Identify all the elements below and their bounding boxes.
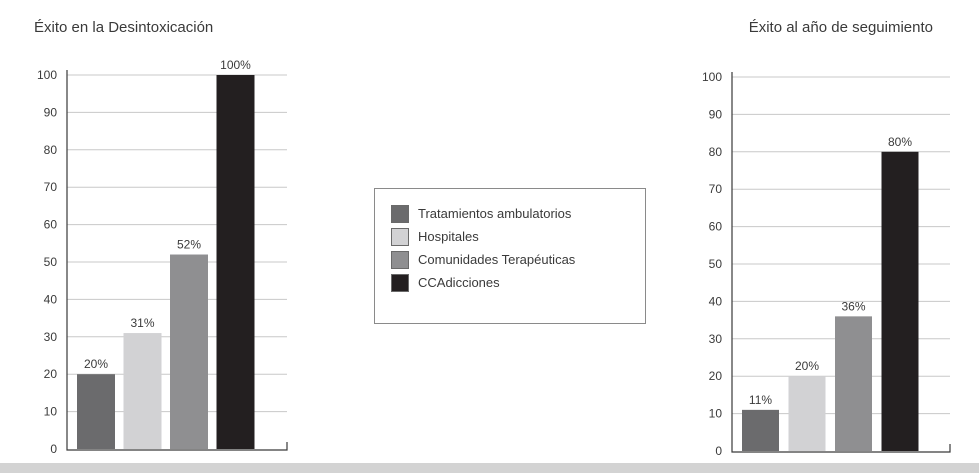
y-tick-label: 70 (709, 182, 723, 196)
y-tick-label: 50 (709, 257, 723, 271)
y-tick-label: 50 (44, 255, 58, 269)
y-tick-label: 10 (44, 405, 58, 419)
data-label-ambulatorios: 11% (749, 393, 772, 407)
y-tick-label: 100 (37, 68, 57, 82)
data-label-ccadicciones: 100% (220, 58, 251, 72)
y-tick-label: 90 (709, 107, 723, 121)
y-tick-label: 20 (44, 367, 58, 381)
bar-ccadicciones (216, 75, 255, 449)
chart-axes (731, 72, 951, 453)
legend-label: Comunidades Terapéuticas (418, 252, 576, 267)
charts-canvas: Éxito en la Desintoxicación 0 10 20 30 40 50 60… (34, 19, 951, 458)
bar-comunidades (170, 254, 208, 449)
legend-item-ambulatorios: Tratamientos ambulatorios (391, 202, 645, 225)
y-tick-label: 60 (709, 220, 723, 234)
data-label-hospitales: 20% (795, 359, 819, 373)
data-label-comunidades: 36% (841, 299, 865, 313)
data-label-hospitales: 31% (130, 316, 154, 330)
bar-ambulatorios (742, 409, 779, 451)
bar-ambulatorios (77, 374, 115, 449)
legend-swatch (391, 227, 409, 246)
y-tick-label: 80 (709, 145, 723, 159)
legend-swatch (391, 273, 409, 292)
y-tick-label: 10 (709, 407, 723, 421)
bar-comunidades (835, 316, 872, 451)
chart-title: Éxito al año de seguimiento (749, 19, 933, 36)
y-tick-label: 100 (702, 70, 722, 84)
y-tick-label: 30 (709, 332, 723, 346)
legend-swatch (391, 250, 409, 269)
y-tick-label: 80 (44, 143, 58, 157)
chart-detox: Éxito en la Desintoxicación 0 10 20 30 40 50 60… (34, 19, 288, 456)
bottom-divider-strip (0, 463, 979, 473)
legend-item-comunidades: Comunidades Terapéuticas (391, 248, 645, 271)
chart-legend: Tratamientos ambulatorios Hospitales Com… (374, 188, 646, 324)
bar-ccadicciones (881, 151, 919, 452)
bar-hospitales (123, 333, 162, 449)
data-label-ccadicciones: 80% (888, 135, 912, 149)
legend-swatch (391, 204, 409, 223)
y-tick-label: 0 (50, 442, 57, 456)
y-tick-label: 20 (709, 369, 723, 383)
y-tick-label: 90 (44, 105, 58, 119)
chart-followup: Éxito al año de seguimiento 0 10 20 30 40 50 60… (702, 19, 951, 458)
legend-label: CCAdicciones (418, 275, 500, 290)
y-tick-label: 60 (44, 218, 58, 232)
data-label-ambulatorios: 20% (84, 357, 108, 371)
legend-label: Hospitales (418, 229, 479, 244)
y-tick-label: 30 (44, 330, 58, 344)
legend-item-ccadicciones: CCAdicciones (391, 271, 645, 294)
y-tick-label: 40 (709, 294, 723, 308)
bar-hospitales (788, 376, 826, 451)
chart-axes (66, 70, 288, 451)
legend-label: Tratamientos ambulatorios (418, 206, 572, 221)
data-label-comunidades: 52% (177, 238, 201, 252)
y-tick-label: 40 (44, 292, 58, 306)
legend-item-hospitales: Hospitales (391, 225, 645, 248)
chart-title: Éxito en la Desintoxicación (34, 19, 213, 36)
y-tick-label: 0 (715, 444, 722, 458)
y-tick-label: 70 (44, 180, 58, 194)
